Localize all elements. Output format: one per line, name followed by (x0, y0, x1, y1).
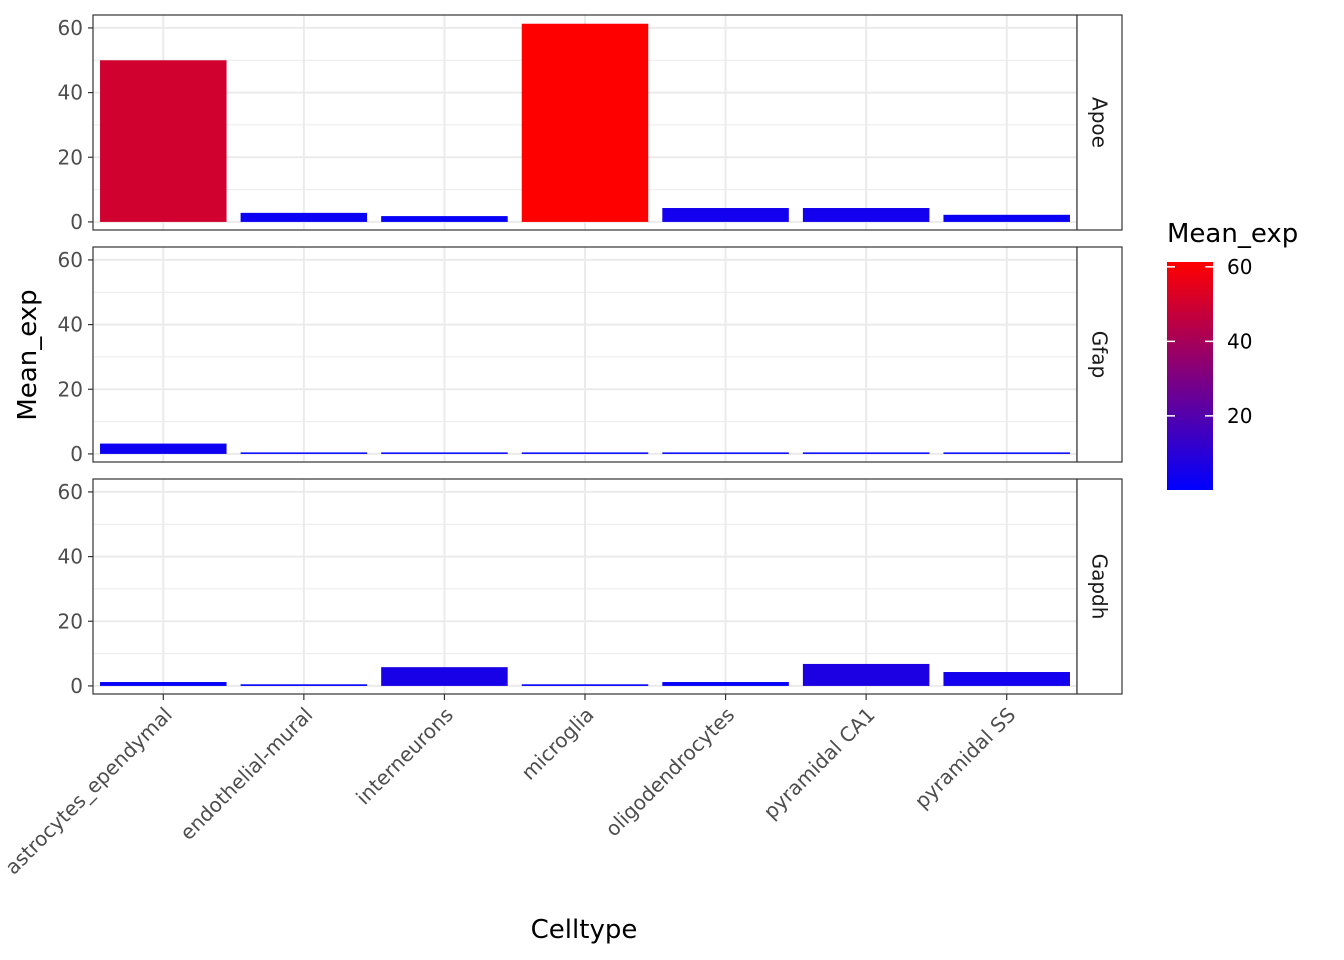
facet-strip: Gfap (1076, 246, 1123, 463)
bar-gfap-interneurons (381, 452, 508, 454)
y-tick-label: 40 (58, 313, 83, 337)
facet-strip-label: Apoe (1088, 97, 1112, 148)
x-tick-label: pyramidal CA1 (759, 703, 880, 824)
bar-gapdh-astrocytes-ependymal (100, 682, 227, 686)
legend-tick-label: 60 (1227, 255, 1252, 279)
color-legend: Mean_exp 20 40 60 (1167, 219, 1298, 490)
bar-apoe-pyramidal-ss (943, 214, 1070, 222)
facet-panel-gapdh: 0 20 40 60 Gapdh (58, 478, 1123, 698)
legend-tick-label: 40 (1227, 329, 1252, 353)
y-tick-label: 20 (58, 145, 83, 169)
bar-gfap-microglia (521, 452, 649, 454)
x-tick-label: astrocytes_ependymal (0, 703, 177, 880)
facet-strip: Gapdh (1076, 478, 1123, 695)
y-tick-label: 60 (58, 480, 83, 504)
y-tick-label: 20 (58, 609, 83, 633)
bar-gfap-astrocytes-ependymal (100, 443, 227, 454)
legend-colorbar (1167, 262, 1213, 490)
legend-tick-label: 20 (1227, 404, 1252, 428)
x-tick-label: endothelial-mural (175, 703, 317, 845)
facet-panel-apoe: 0 20 40 60 Apoe (58, 14, 1123, 234)
strip-background (1076, 246, 1123, 463)
y-tick-label: 0 (70, 674, 83, 698)
bar-gapdh-pyramidal-ss (943, 672, 1070, 686)
y-tick-label: 0 (70, 442, 83, 466)
bar-gfap-pyramidal-ss (943, 452, 1070, 454)
strip-background (1076, 14, 1123, 231)
bar-apoe-pyramidal-ca1 (802, 208, 930, 222)
x-tick-label: interneurons (351, 703, 458, 810)
bar-apoe-interneurons (381, 216, 508, 222)
y-tick-label: 20 (58, 377, 83, 401)
bar-gapdh-endothelial-mural (240, 684, 368, 686)
bar-gfap-pyramidal-ca1 (802, 452, 930, 454)
y-axis-title: Mean_exp (13, 289, 43, 420)
y-tick-label: 0 (70, 210, 83, 234)
x-tick-label: pyramidal SS (910, 703, 1021, 814)
y-tick-label: 40 (58, 545, 83, 569)
facet-strip-label: Gapdh (1088, 554, 1112, 620)
facet-panels: 0 20 40 60 Apoe 0 20 40 60 Gfap 0 20 40 60 Gapdh (58, 14, 1123, 698)
bar-apoe-microglia (521, 23, 649, 222)
bar-gapdh-microglia (521, 684, 649, 686)
bar-gapdh-pyramidal-ca1 (802, 663, 930, 686)
legend-title: Mean_exp (1167, 219, 1298, 249)
facet-panel-gfap: 0 20 40 60 Gfap (58, 246, 1123, 466)
legend-ticks: 20 40 60 (1167, 255, 1252, 428)
bar-apoe-astrocytes-ependymal (100, 60, 227, 222)
bar-apoe-oligodendrocytes (662, 208, 789, 222)
y-tick-label: 60 (58, 248, 83, 272)
bar-gapdh-oligodendrocytes (662, 682, 789, 686)
bar-gfap-endothelial-mural (240, 452, 368, 454)
y-tick-label: 40 (58, 81, 83, 105)
bar-gapdh-interneurons (381, 667, 508, 686)
facet-strip-label: Gfap (1088, 331, 1112, 379)
bar-apoe-endothelial-mural (240, 212, 368, 222)
facet-strip: Apoe (1076, 14, 1123, 231)
x-tick-label: microglia (516, 703, 598, 785)
strip-background (1076, 478, 1123, 695)
bar-gfap-oligodendrocytes (662, 452, 789, 454)
x-tick-label: oligodendrocytes (600, 703, 739, 842)
y-tick-label: 60 (58, 16, 83, 40)
x-axis-title: Celltype (531, 915, 638, 945)
